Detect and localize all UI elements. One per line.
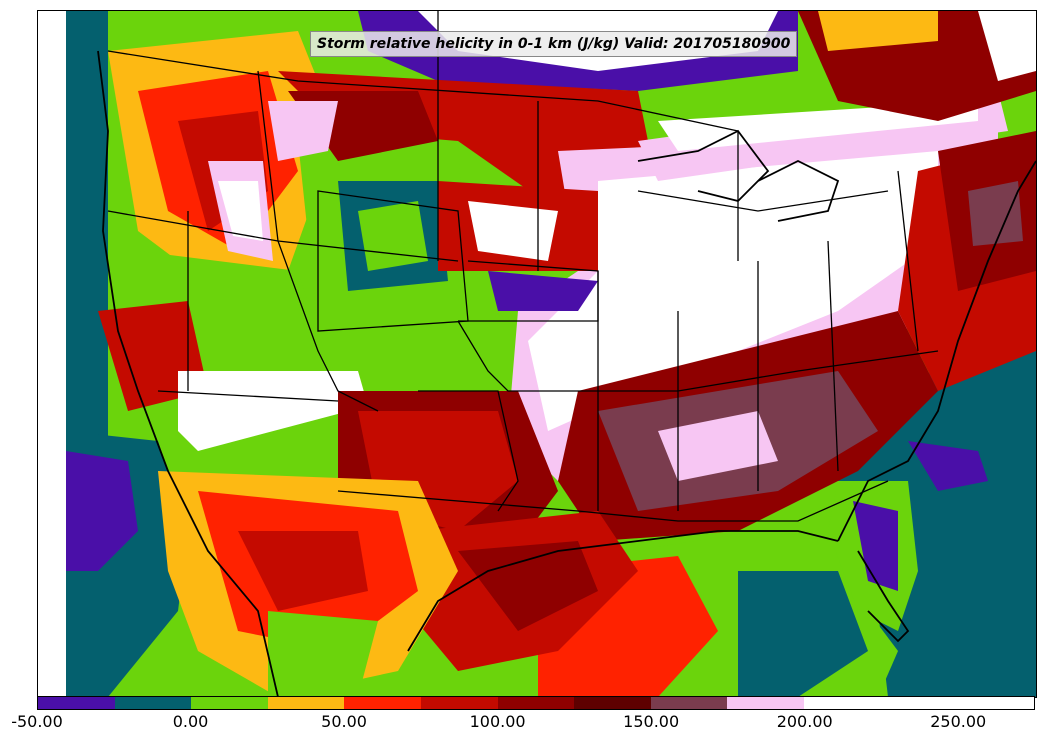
colorbar-segment bbox=[804, 697, 881, 709]
colorbar-segment bbox=[727, 697, 805, 709]
colorbar-segment bbox=[880, 697, 958, 709]
colorbar bbox=[37, 696, 1035, 710]
map-title: Storm relative helicity in 0-1 km (J/kg)… bbox=[310, 31, 798, 57]
colorbar-segment bbox=[421, 697, 498, 709]
colorbar-tick-label: 100.00 bbox=[469, 712, 526, 731]
colorbar-tick-labels: -50.00 0.00 50.00 100.00 150.00 200.00 250.00 bbox=[0, 712, 1044, 736]
colorbar-tick-label: 0.00 bbox=[172, 712, 209, 731]
colorbar-tick-label: 150.00 bbox=[623, 712, 680, 731]
colorbar-segment bbox=[650, 697, 728, 709]
helicity-field-map bbox=[38, 11, 1036, 697]
colorbar-tick-label: -50.00 bbox=[11, 712, 63, 731]
colorbar-segment bbox=[38, 697, 115, 709]
colorbar-segment bbox=[114, 697, 192, 709]
colorbar-segment bbox=[191, 697, 268, 709]
colorbar-segment bbox=[574, 697, 651, 709]
colorbar-segment bbox=[267, 697, 345, 709]
colorbar-tick-label: 50.00 bbox=[321, 712, 367, 731]
colorbar-segment bbox=[497, 697, 575, 709]
colorbar-segment bbox=[344, 697, 422, 709]
colorbar-tick-label: 200.00 bbox=[776, 712, 833, 731]
colorbar-segment bbox=[957, 697, 1034, 709]
colorbar-tick-label: 250.00 bbox=[930, 712, 987, 731]
map-panel: Storm relative helicity in 0-1 km (J/kg)… bbox=[37, 10, 1037, 698]
